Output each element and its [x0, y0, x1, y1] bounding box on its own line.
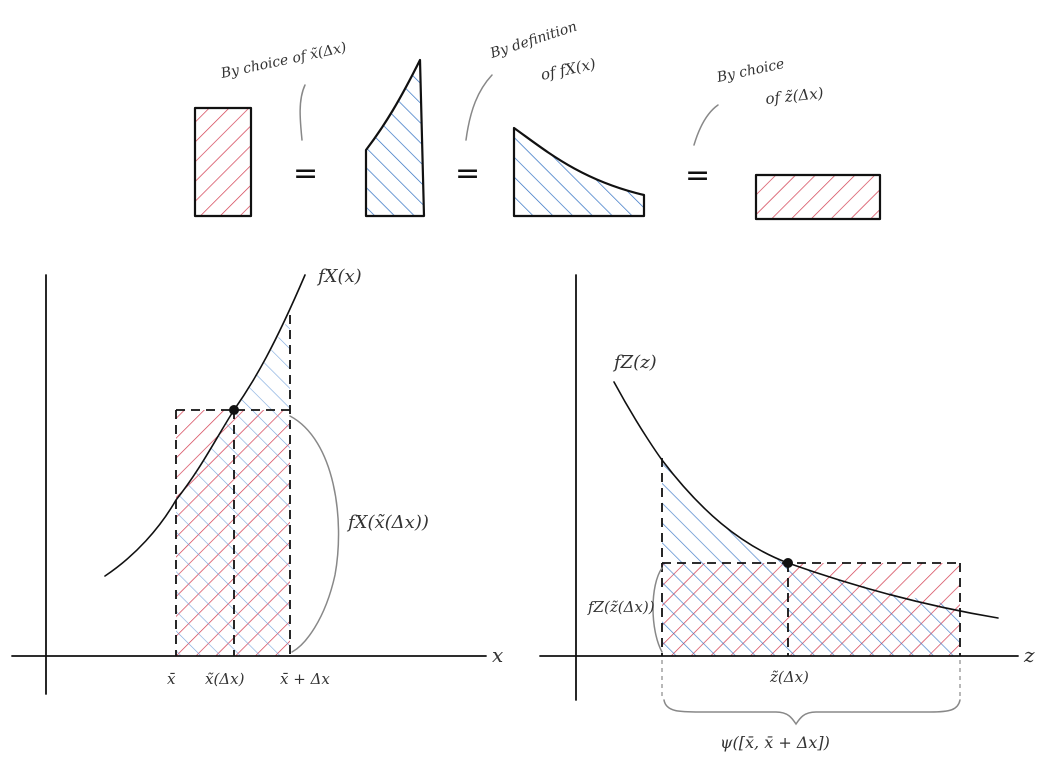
right-intersection-point — [783, 558, 793, 568]
equals-sign-3: = — [685, 158, 710, 193]
right-brace-label: ψ([x̄, x̄ + Δx]) — [720, 733, 830, 752]
left-tick-label-x-bar-plus: x̄ + Δx — [280, 670, 330, 688]
left-tick-label-x-tilde: x̃(Δx) — [205, 670, 245, 688]
right-curve-label: fZ(z) — [612, 352, 657, 373]
left-tick-label-x-bar: x̄ — [167, 670, 176, 688]
shape-blue-area-decreasing — [512, 126, 646, 218]
annotation-3-line-2: of z̃(Δx) — [765, 84, 825, 108]
right-height-label: fZ(z̃(Δx)) — [587, 598, 655, 616]
right-range-brace — [663, 699, 961, 726]
annotation-2-line-2: of fX(x) — [539, 55, 597, 84]
equals-sign-2: = — [455, 156, 480, 191]
left-curve-label: fX(x) — [316, 266, 362, 287]
top-row: = By choice of x̃(Δx) = By definition of… — [193, 19, 882, 221]
annotation-2-line-1: By definition — [487, 19, 579, 62]
left-height-arc — [289, 415, 340, 653]
annotation-3-line-1: By choice — [715, 56, 786, 86]
shape-red-rectangle-wide — [754, 173, 882, 221]
right-blue-area-fill — [662, 460, 960, 656]
shape-blue-area-increasing — [364, 58, 426, 218]
annotation-2-leader — [465, 74, 493, 141]
annotation-1: By choice of x̃(Δx) — [219, 40, 348, 82]
right-plot: z fZ(z) fZ(z̃(Δx)) z̃(Δx) ψ([x̄, x̄ + Δx… — [539, 274, 1035, 752]
annotation-1-leader — [299, 84, 306, 141]
left-height-label: fX(x̃(Δx)) — [346, 512, 429, 533]
equals-sign-1: = — [293, 156, 318, 191]
left-plot: x fX(x) fX(x̃(Δx)) x̄ x̃(Δx) x̄ + Δx — [11, 266, 503, 695]
left-density-curve — [104, 274, 306, 577]
shape-red-rectangle-tall — [193, 106, 253, 218]
right-height-bracket — [652, 567, 663, 653]
right-density-curve — [613, 381, 999, 619]
left-blue-area-fill — [176, 315, 290, 656]
left-dashed-rectangle — [175, 315, 291, 656]
annotation-3-leader — [693, 104, 719, 146]
right-x-axis-label: z — [1023, 643, 1035, 667]
left-x-axis-label: x — [492, 643, 503, 667]
right-dashed-rectangle — [661, 458, 961, 656]
right-tick-label-z-tilde: z̃(Δx) — [769, 668, 809, 686]
left-intersection-point — [229, 405, 239, 415]
